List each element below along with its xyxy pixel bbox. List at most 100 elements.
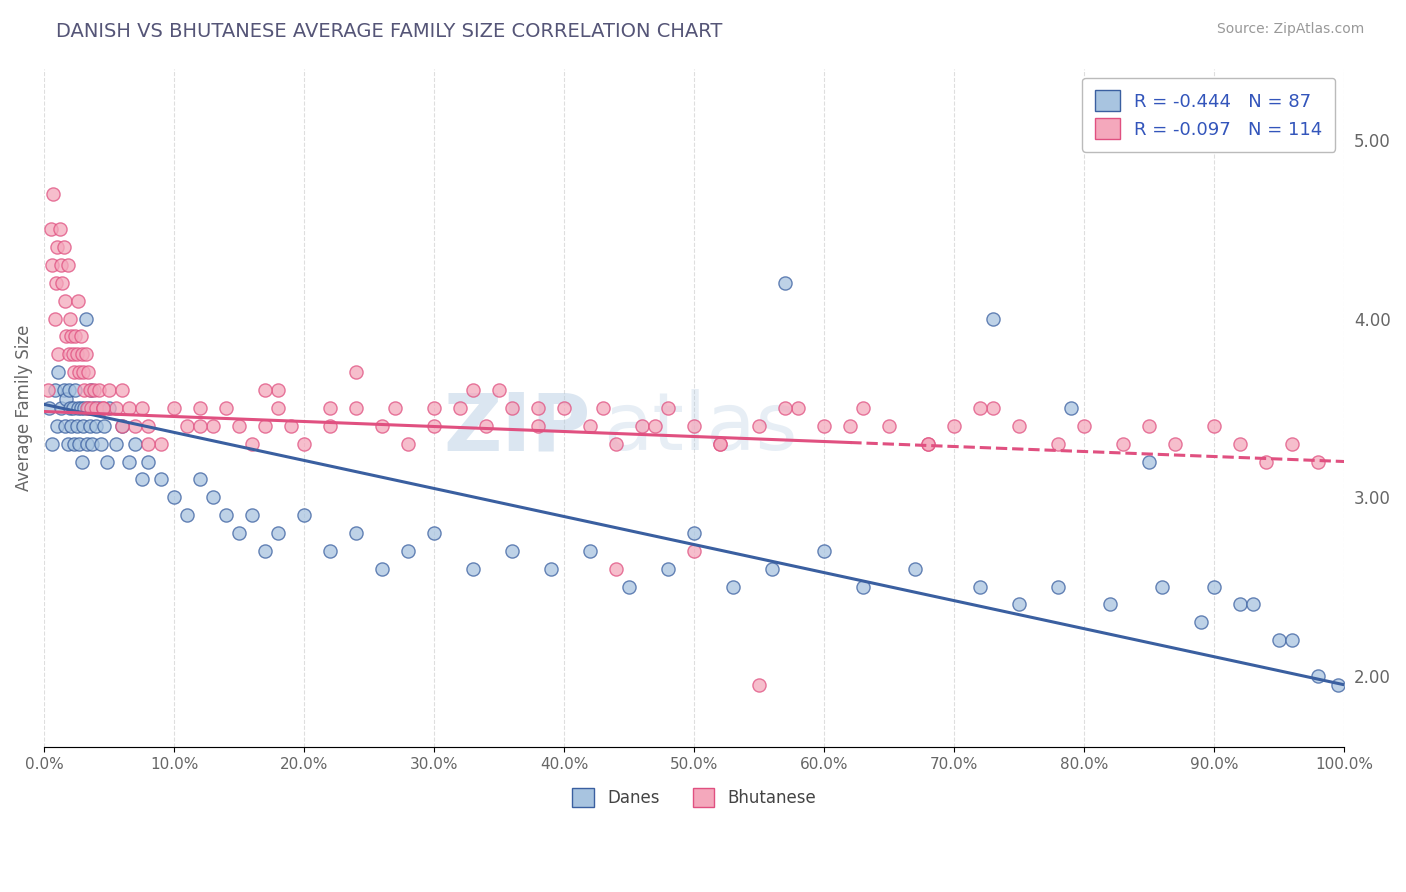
Point <box>683 418 706 433</box>
Point <box>117 401 139 415</box>
Point <box>136 436 159 450</box>
Point <box>73 401 96 415</box>
Point <box>384 401 406 415</box>
Point <box>657 401 679 415</box>
Point <box>131 401 153 415</box>
Point <box>124 436 146 450</box>
Point <box>215 508 238 522</box>
Point <box>53 293 76 308</box>
Point <box>1308 669 1330 683</box>
Point <box>1268 633 1291 648</box>
Point <box>228 418 250 433</box>
Point <box>76 436 98 450</box>
Point <box>319 418 342 433</box>
Point <box>371 418 394 433</box>
Point <box>396 544 419 558</box>
Point <box>969 580 991 594</box>
Point <box>709 436 731 450</box>
Point <box>592 401 614 415</box>
Point <box>605 562 627 576</box>
Point <box>1327 678 1350 692</box>
Point <box>267 383 290 397</box>
Point <box>917 436 939 450</box>
Text: atlas: atlas <box>603 389 797 467</box>
Point <box>787 401 810 415</box>
Point <box>63 365 86 379</box>
Point <box>87 383 110 397</box>
Legend: Danes, Bhutanese: Danes, Bhutanese <box>565 781 824 814</box>
Point <box>202 418 225 433</box>
Point <box>79 418 101 433</box>
Point <box>943 418 966 433</box>
Point <box>45 276 67 290</box>
Point <box>87 401 110 415</box>
Point <box>51 276 73 290</box>
Point <box>579 544 602 558</box>
Point <box>1047 436 1070 450</box>
Point <box>69 401 91 415</box>
Point <box>83 401 105 415</box>
Point <box>292 436 315 450</box>
Point <box>527 401 550 415</box>
Point <box>579 418 602 433</box>
Point <box>76 401 98 415</box>
Point <box>52 383 75 397</box>
Point <box>631 418 654 433</box>
Point <box>176 508 198 522</box>
Point <box>981 311 1004 326</box>
Point <box>79 383 101 397</box>
Point <box>82 436 104 450</box>
Point <box>104 401 127 415</box>
Point <box>65 383 87 397</box>
Point <box>839 418 862 433</box>
Point <box>1229 436 1251 450</box>
Point <box>49 401 72 415</box>
Point <box>80 383 103 397</box>
Point <box>84 401 107 415</box>
Point <box>46 418 69 433</box>
Point <box>644 418 666 433</box>
Point <box>70 347 93 361</box>
Point <box>60 418 83 433</box>
Point <box>1137 454 1160 468</box>
Point <box>150 472 173 486</box>
Point <box>98 401 121 415</box>
Point <box>319 544 342 558</box>
Point <box>1241 598 1264 612</box>
Point <box>163 490 186 504</box>
Point <box>70 454 93 468</box>
Point <box>104 436 127 450</box>
Point <box>423 526 446 541</box>
Y-axis label: Average Family Size: Average Family Size <box>15 325 32 491</box>
Point <box>240 508 263 522</box>
Point <box>553 401 575 415</box>
Point <box>683 526 706 541</box>
Point <box>91 401 114 415</box>
Point <box>53 418 76 433</box>
Point <box>813 544 835 558</box>
Point <box>38 401 60 415</box>
Point <box>813 418 835 433</box>
Point <box>58 383 80 397</box>
Point <box>1204 418 1226 433</box>
Point <box>150 436 173 450</box>
Point <box>91 401 114 415</box>
Point <box>1112 436 1135 450</box>
Point <box>63 436 86 450</box>
Point <box>1204 580 1226 594</box>
Point <box>98 383 121 397</box>
Point <box>41 436 63 450</box>
Point <box>188 401 211 415</box>
Point <box>501 544 523 558</box>
Point <box>463 562 485 576</box>
Point <box>709 436 731 450</box>
Text: DANISH VS BHUTANESE AVERAGE FAMILY SIZE CORRELATION CHART: DANISH VS BHUTANESE AVERAGE FAMILY SIZE … <box>56 22 723 41</box>
Point <box>72 418 94 433</box>
Point <box>131 472 153 486</box>
Point <box>163 401 186 415</box>
Point <box>775 276 797 290</box>
Point <box>66 293 89 308</box>
Point <box>39 222 62 236</box>
Point <box>254 544 277 558</box>
Point <box>475 418 498 433</box>
